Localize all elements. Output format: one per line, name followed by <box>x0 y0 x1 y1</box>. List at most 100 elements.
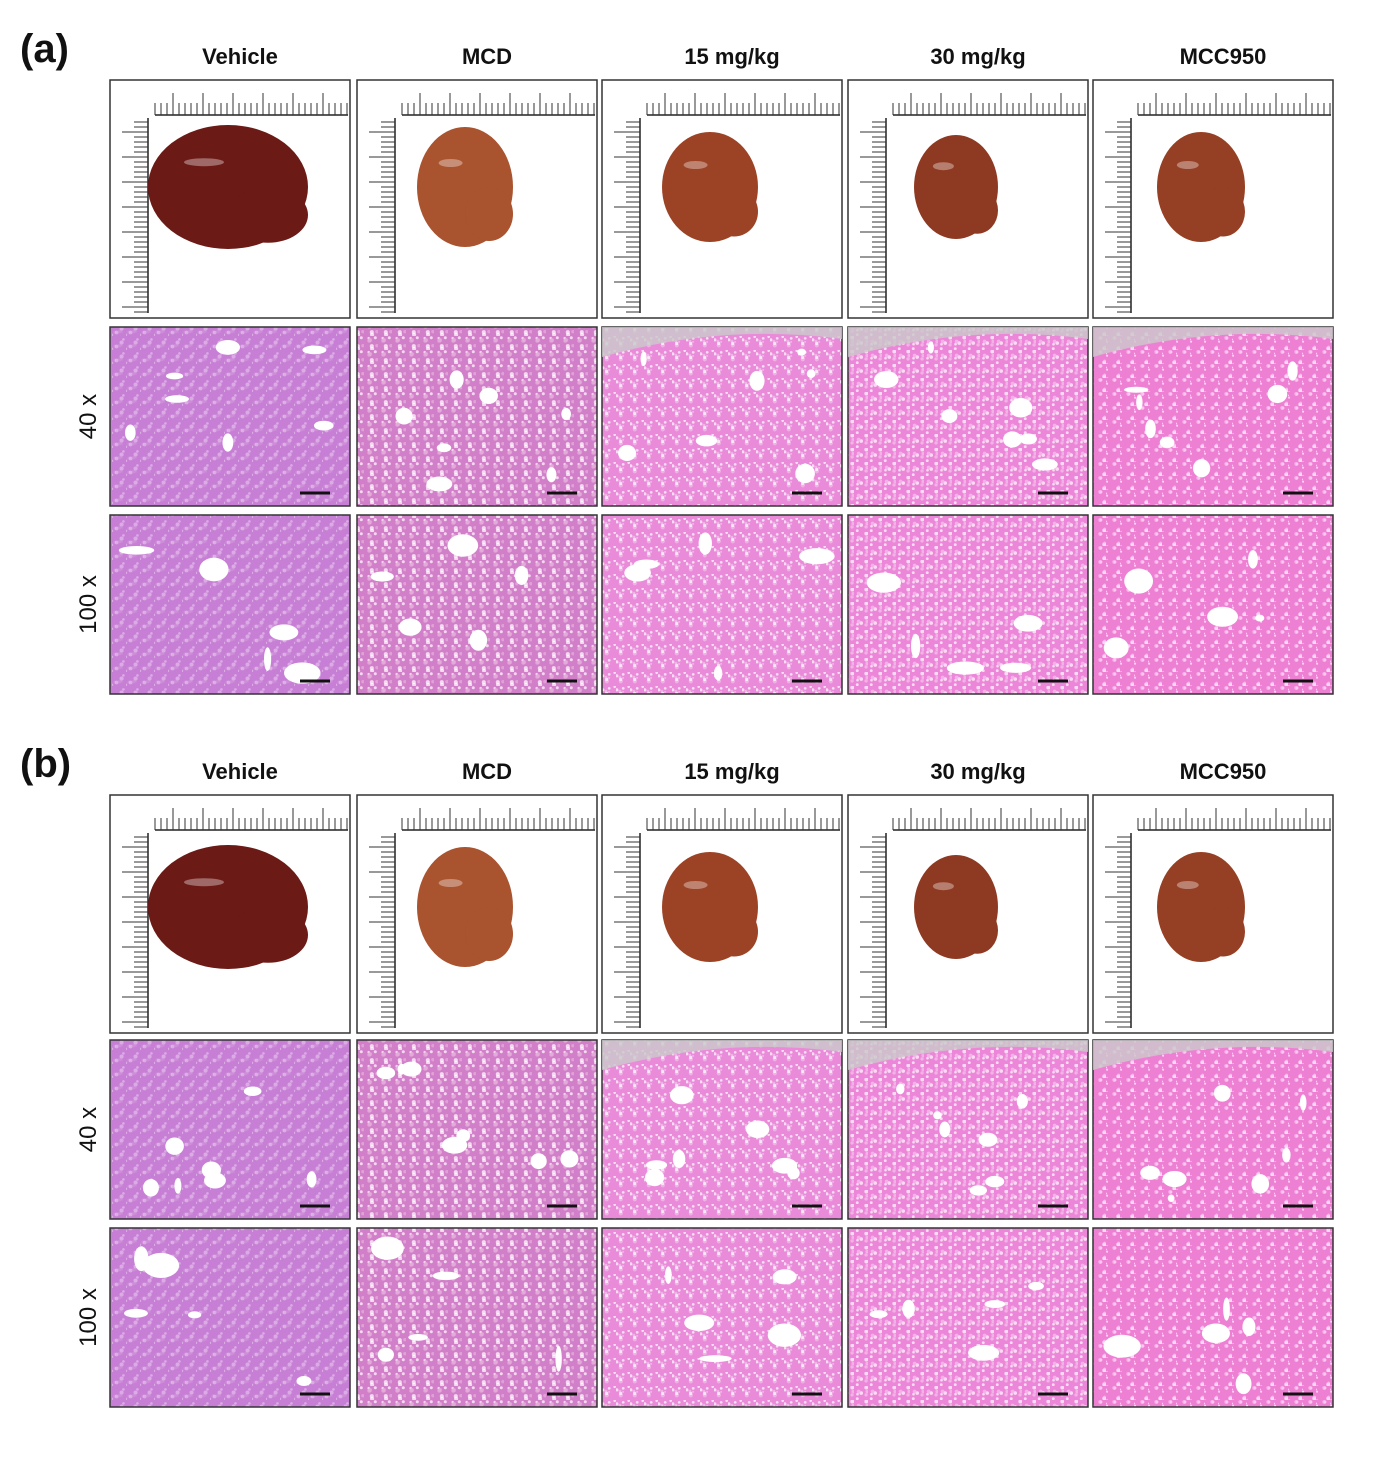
vessel <box>306 1171 317 1188</box>
column-label: Vehicle <box>202 759 278 784</box>
vessel <box>1201 1323 1231 1344</box>
vessel <box>449 370 464 389</box>
histology-image <box>601 1227 843 1408</box>
vessel <box>199 557 229 582</box>
vessel <box>618 444 637 461</box>
tissue <box>1092 1227 1334 1408</box>
vessel <box>1103 1334 1141 1358</box>
column-label: MCC950 <box>1180 759 1267 784</box>
histology-image <box>601 326 843 507</box>
vessel <box>985 1175 1005 1188</box>
vessel <box>1192 459 1211 478</box>
vessel <box>560 1150 579 1168</box>
liver-shine <box>184 158 224 167</box>
vessel <box>1223 1297 1230 1321</box>
histology-image <box>356 1039 598 1220</box>
liver-lobe <box>956 187 998 234</box>
vessel <box>933 1111 942 1120</box>
vessel <box>370 571 394 582</box>
row-label: 40 x <box>75 394 102 439</box>
vessel <box>408 1334 428 1341</box>
vessel <box>222 433 234 452</box>
vessel <box>284 662 321 684</box>
column-label: 30 mg/kg <box>930 759 1025 784</box>
liver-lobe <box>228 187 308 243</box>
vessel <box>640 351 647 367</box>
vessel <box>397 1063 406 1075</box>
histology-image <box>1092 326 1334 507</box>
vessel <box>646 1160 668 1170</box>
vessel <box>669 1086 694 1105</box>
slide-edge <box>1093 1040 1333 1070</box>
vessel <box>866 572 901 593</box>
vessel <box>432 1271 460 1281</box>
vessel <box>869 1310 888 1319</box>
row-label: 40 x <box>75 1107 102 1152</box>
vessel <box>561 407 572 421</box>
vessel <box>555 1345 562 1372</box>
vessel <box>874 371 899 389</box>
vessel <box>1242 1317 1256 1337</box>
vessel <box>795 463 815 484</box>
vessel <box>1000 662 1032 673</box>
panel-label: (a) <box>20 27 69 71</box>
vessel <box>1016 1094 1028 1109</box>
vessel <box>896 1083 905 1095</box>
vessel <box>456 1129 471 1143</box>
vessel <box>530 1153 547 1170</box>
liver-lobe <box>465 907 513 961</box>
histology-image <box>847 1039 1089 1220</box>
histology-image <box>109 326 351 507</box>
histology-image <box>1092 1039 1334 1220</box>
vessel <box>927 341 934 354</box>
vessel <box>165 395 189 403</box>
histology-image <box>847 514 1089 695</box>
vessel <box>1028 1281 1044 1291</box>
histology-image <box>1092 1227 1334 1408</box>
liver-photo <box>1092 79 1334 319</box>
histology-image <box>847 1227 1089 1408</box>
liver-shine <box>932 162 954 171</box>
vessel <box>698 532 712 555</box>
vessel <box>371 1236 404 1260</box>
slide-edge <box>848 327 1088 357</box>
vessel <box>797 348 806 356</box>
vessel <box>745 1120 770 1139</box>
vessel <box>713 666 723 681</box>
column-label: 15 mg/kg <box>684 44 779 69</box>
tissue <box>847 1227 1089 1408</box>
liver-lobe <box>710 187 758 237</box>
vessel <box>296 1375 312 1386</box>
vessel <box>165 372 184 380</box>
vessel <box>1213 1084 1231 1102</box>
column-label: 30 mg/kg <box>930 44 1025 69</box>
vessel <box>134 1246 149 1272</box>
vessel <box>984 1300 1006 1309</box>
tissue <box>601 514 843 695</box>
vessel <box>426 476 453 492</box>
column-label: Vehicle <box>202 44 278 69</box>
vessel <box>684 1314 715 1331</box>
liver-shine <box>683 881 708 889</box>
vessel <box>695 434 718 447</box>
liver-photo <box>356 79 598 319</box>
vessel <box>400 1061 422 1077</box>
histology-image <box>356 514 598 695</box>
liver-shine <box>1176 881 1199 889</box>
liver-photo <box>601 794 843 1034</box>
vessel <box>910 633 921 659</box>
vessel <box>941 409 958 424</box>
vessel <box>269 624 299 641</box>
vessel <box>1167 1194 1175 1203</box>
vessel <box>215 339 240 355</box>
vessel <box>469 629 488 651</box>
vessel <box>142 1252 180 1278</box>
vessel <box>767 1323 802 1347</box>
vessel <box>124 1308 148 1318</box>
vessel <box>624 564 651 582</box>
vessel <box>799 548 835 565</box>
column-label: 15 mg/kg <box>684 759 779 784</box>
column-label: MCD <box>462 759 512 784</box>
tissue <box>1092 326 1334 507</box>
